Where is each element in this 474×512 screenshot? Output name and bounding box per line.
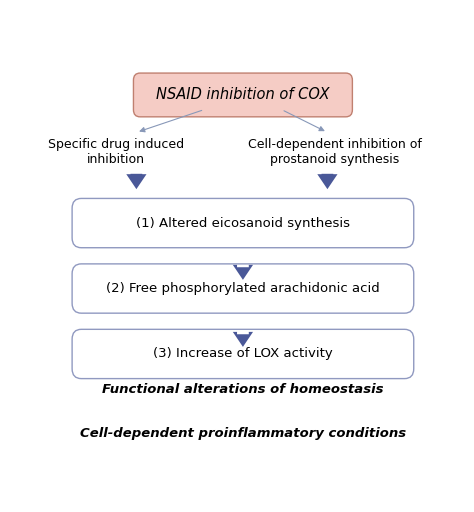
- Text: Functional alterations of homeostasis: Functional alterations of homeostasis: [102, 383, 383, 396]
- FancyArrow shape: [233, 332, 253, 347]
- Text: (2) Free phosphorylated arachidonic acid: (2) Free phosphorylated arachidonic acid: [106, 282, 380, 295]
- Text: Cell-dependent inhibition of
prostanoid synthesis: Cell-dependent inhibition of prostanoid …: [248, 138, 422, 166]
- Text: (1) Altered eicosanoid synthesis: (1) Altered eicosanoid synthesis: [136, 217, 350, 229]
- FancyBboxPatch shape: [72, 264, 414, 313]
- FancyBboxPatch shape: [72, 329, 414, 378]
- Text: Cell-dependent proinflammatory conditions: Cell-dependent proinflammatory condition…: [80, 428, 406, 440]
- FancyArrow shape: [126, 174, 146, 189]
- Text: (3) Increase of LOX activity: (3) Increase of LOX activity: [153, 348, 333, 360]
- FancyArrow shape: [233, 265, 253, 280]
- Text: NSAID inhibition of COX: NSAID inhibition of COX: [156, 88, 330, 102]
- Text: Specific drug induced
inhibition: Specific drug induced inhibition: [48, 138, 184, 166]
- FancyArrow shape: [317, 174, 337, 189]
- FancyBboxPatch shape: [134, 73, 352, 117]
- FancyBboxPatch shape: [72, 199, 414, 248]
